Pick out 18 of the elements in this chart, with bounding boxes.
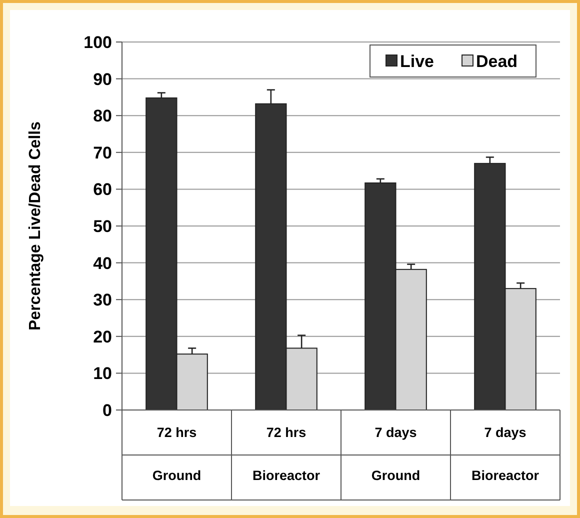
category-label: 7 days Bioreactor — [471, 425, 540, 483]
y-axis-title: Percentage Live/Dead Cells — [27, 121, 44, 330]
y-tick-label: 80 — [93, 106, 112, 126]
y-tick-label: 50 — [93, 216, 112, 236]
legend-label: Live — [400, 52, 434, 71]
category-label: 72 hrs Ground — [152, 425, 202, 483]
y-tick-label: 10 — [93, 364, 112, 384]
legend-label: Dead — [476, 52, 518, 71]
y-tick-label: 40 — [93, 254, 112, 273]
y-tick-label: 60 — [93, 180, 112, 200]
y-tick-label: 30 — [93, 290, 112, 310]
category-label: 72 hrs Bioreactor — [252, 425, 320, 483]
y-tick-label: 70 — [93, 143, 112, 162]
y-tick-label: 100 — [84, 32, 112, 52]
category-label: 7 days Ground — [371, 425, 420, 483]
y-tick-label: 90 — [93, 70, 112, 89]
y-tick-label: 20 — [93, 327, 112, 346]
y-tick-label: 0 — [102, 400, 112, 420]
